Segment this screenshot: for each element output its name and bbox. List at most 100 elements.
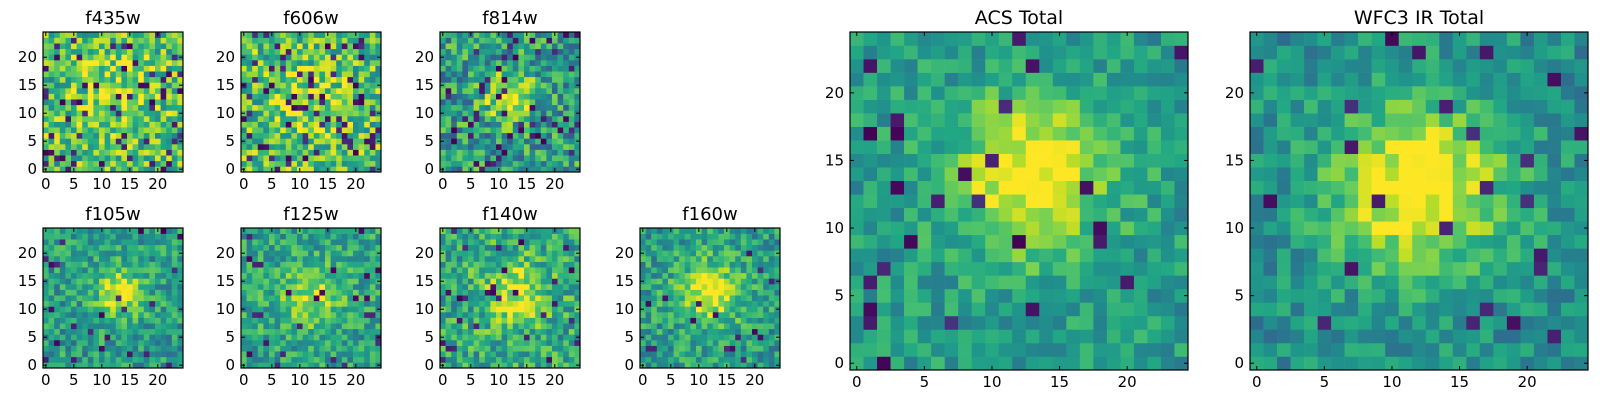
heatmap-cell bbox=[76, 244, 83, 251]
heatmap-cell bbox=[774, 345, 781, 352]
heatmap-cell bbox=[347, 250, 354, 257]
heatmap-cell bbox=[110, 345, 117, 352]
heatmap-cell bbox=[768, 278, 775, 285]
heatmap-cell bbox=[325, 334, 331, 341]
heatmap-cell bbox=[369, 149, 376, 156]
heatmap-cell bbox=[645, 351, 652, 358]
heatmap-cell bbox=[149, 32, 156, 38]
heatmap-cell bbox=[568, 345, 575, 352]
heatmap-cell bbox=[529, 239, 536, 246]
heatmap-cell bbox=[341, 88, 348, 94]
heatmap-cell bbox=[662, 289, 669, 296]
heatmap-cell bbox=[462, 82, 469, 89]
heatmap-cell bbox=[662, 267, 669, 274]
heatmap-cell bbox=[473, 300, 480, 307]
heatmap-cell bbox=[656, 289, 663, 296]
heatmap-cell bbox=[325, 351, 331, 358]
heatmap-cell bbox=[1160, 261, 1175, 276]
heatmap-cell bbox=[668, 289, 674, 296]
heatmap-cell bbox=[1160, 234, 1175, 249]
heatmap-cell bbox=[87, 155, 94, 162]
heatmap-cell bbox=[143, 71, 150, 78]
heatmap-cell bbox=[87, 144, 94, 150]
heatmap-cell bbox=[71, 272, 77, 279]
heatmap-cell bbox=[540, 345, 547, 352]
heatmap-cell bbox=[171, 166, 178, 173]
heatmap-cell bbox=[274, 32, 281, 38]
heatmap-cell bbox=[1025, 288, 1040, 303]
heatmap-cell bbox=[546, 345, 553, 352]
heatmap-cell bbox=[540, 144, 547, 150]
heatmap-cell bbox=[850, 261, 864, 276]
heatmap-cell bbox=[507, 312, 514, 318]
heatmap-cell bbox=[440, 356, 446, 363]
heatmap-cell bbox=[285, 54, 292, 61]
heatmap-cell bbox=[496, 340, 502, 346]
heatmap-cell bbox=[104, 37, 111, 44]
heatmap-cell bbox=[496, 239, 502, 246]
heatmap-cell bbox=[71, 340, 77, 346]
heatmap-cell bbox=[501, 132, 508, 139]
heatmap-cell bbox=[557, 328, 564, 335]
heatmap-cell bbox=[99, 323, 105, 330]
heatmap-cell bbox=[1133, 207, 1148, 222]
heatmap-cell bbox=[985, 194, 1000, 209]
heatmap-cell bbox=[1133, 288, 1148, 303]
heatmap-cell bbox=[308, 32, 315, 38]
heatmap-cell bbox=[512, 76, 519, 83]
heatmap-cell bbox=[369, 317, 376, 324]
heatmap-cell bbox=[308, 99, 315, 106]
heatmap-cell bbox=[445, 88, 452, 94]
heatmap-cell bbox=[656, 272, 663, 279]
heatmap-cell bbox=[325, 37, 331, 44]
heatmap-cell bbox=[104, 116, 111, 122]
heatmap-cell bbox=[512, 345, 519, 352]
heatmap-cell bbox=[535, 32, 542, 38]
heatmap-cell bbox=[308, 312, 315, 318]
heatmap-cell bbox=[535, 116, 542, 122]
x-tick-label: 10 bbox=[290, 371, 309, 389]
heatmap-cell bbox=[341, 323, 348, 330]
heatmap-cell bbox=[696, 256, 702, 262]
heatmap-cell bbox=[364, 166, 371, 173]
heatmap-cell bbox=[149, 82, 156, 89]
heatmap-cell bbox=[241, 149, 247, 156]
heatmap-cell bbox=[319, 334, 326, 341]
heatmap-cell bbox=[341, 138, 348, 145]
heatmap-cell bbox=[890, 315, 905, 330]
heatmap-cell bbox=[302, 306, 309, 313]
heatmap-cell bbox=[353, 256, 359, 262]
heatmap-cell bbox=[490, 244, 497, 251]
heatmap-cell bbox=[274, 116, 281, 122]
heatmap-cell bbox=[369, 48, 376, 55]
heatmap-cell bbox=[308, 250, 315, 257]
heatmap-cell bbox=[252, 351, 259, 358]
heatmap-cell bbox=[1052, 180, 1067, 195]
heatmap-cell bbox=[336, 155, 343, 162]
heatmap-cell bbox=[325, 132, 331, 139]
heatmap-cell bbox=[512, 71, 519, 78]
heatmap-cell bbox=[701, 233, 708, 240]
heatmap-cell bbox=[252, 284, 259, 290]
x-tick-label: 15 bbox=[517, 175, 536, 193]
heatmap-cell bbox=[246, 345, 253, 352]
heatmap-cell bbox=[679, 351, 686, 358]
heatmap-cell bbox=[252, 65, 259, 72]
heatmap-cell bbox=[171, 267, 178, 274]
heatmap-cell bbox=[291, 250, 298, 257]
heatmap-cell bbox=[768, 317, 775, 324]
heatmap-cell bbox=[121, 233, 128, 240]
x-tick-label: 15 bbox=[318, 371, 337, 389]
heatmap-cell bbox=[121, 334, 128, 341]
heatmap-cell bbox=[568, 149, 575, 156]
heatmap-cell bbox=[512, 233, 519, 240]
heatmap-cell bbox=[479, 328, 486, 335]
heatmap-cell bbox=[353, 278, 359, 285]
heatmap-cell bbox=[269, 155, 275, 162]
heatmap-cell bbox=[160, 328, 167, 335]
heatmap-cell bbox=[456, 144, 463, 150]
heatmap-cell bbox=[985, 180, 1000, 195]
heatmap-cell bbox=[138, 88, 145, 94]
heatmap-cell bbox=[958, 356, 972, 371]
